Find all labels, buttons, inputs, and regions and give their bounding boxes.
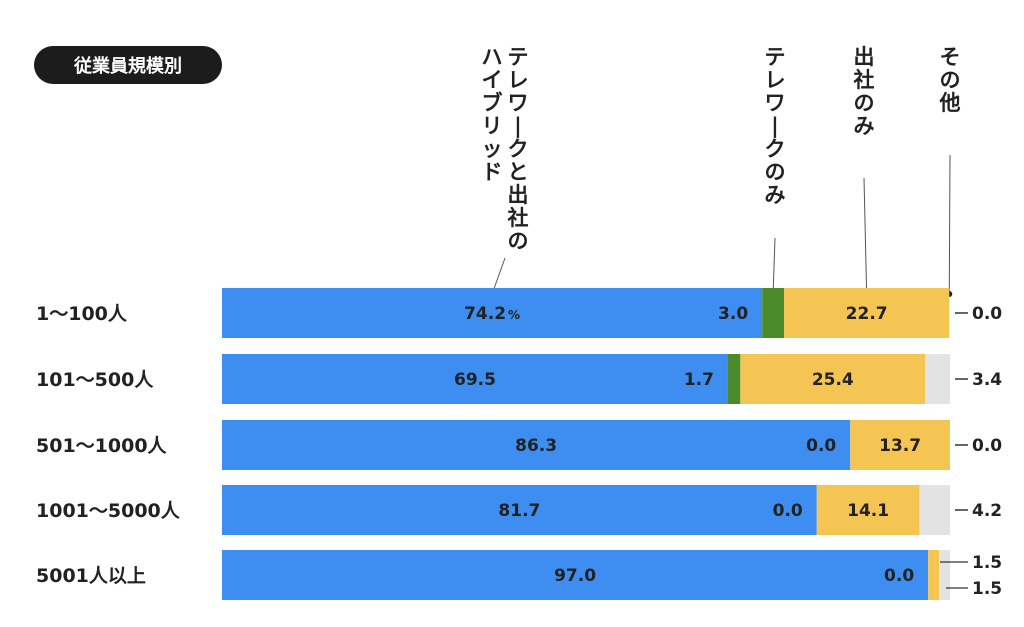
data-label: 22.7	[846, 304, 888, 324]
bar-segment	[222, 420, 851, 470]
bar-segment	[850, 420, 950, 470]
data-label: 0.0	[884, 566, 914, 586]
bar-segment	[816, 485, 920, 535]
bar-segment	[925, 354, 950, 404]
bar-segment	[222, 354, 728, 404]
series-label-char: み	[854, 114, 875, 138]
bars	[222, 288, 950, 600]
bar-segment	[784, 288, 950, 338]
series-label-char: |	[771, 114, 779, 139]
series-label-char: の	[508, 229, 529, 253]
bar-segment	[762, 288, 785, 338]
bar-segment	[928, 550, 940, 600]
data-label: 1.5	[972, 579, 1002, 599]
leader-line	[948, 154, 951, 295]
data-label: 81.7	[498, 501, 540, 521]
bar-segment	[939, 550, 950, 600]
leader-line	[772, 237, 776, 295]
leader-lines	[489, 154, 953, 297]
category-label: 5001人以上	[36, 565, 146, 587]
unit-suffix: %	[508, 308, 520, 322]
data-label: 25.4	[812, 370, 854, 390]
series-label-char: と	[508, 160, 529, 184]
series-label-char: ブ	[482, 91, 503, 115]
series-label-char: イ	[482, 68, 503, 92]
series-label-char: 出	[854, 45, 875, 69]
data-label: 4.2	[972, 501, 1002, 521]
series-label-char: テ	[508, 45, 529, 69]
data-label: 0.0	[972, 436, 1002, 456]
data-label: 1.5	[972, 553, 1002, 573]
category-labels: 1〜100人 101〜500人 501〜1000人 1001〜5000人 5001人以上	[36, 303, 181, 587]
series-label-char: そ	[940, 45, 961, 69]
series-label-char: の	[854, 91, 875, 115]
series-label-char: テ	[765, 45, 786, 69]
series-label-char: ク	[508, 137, 529, 161]
data-label: 97.0	[554, 566, 596, 586]
series-label-char: ド	[482, 160, 503, 184]
series-label-char: の	[940, 68, 961, 92]
series-label-char: リ	[482, 114, 503, 138]
category-label: 1001〜5000人	[36, 500, 181, 522]
series-label-char: 出	[508, 183, 529, 207]
bar-segment	[222, 485, 817, 535]
data-label: 86.3	[515, 436, 557, 456]
leader-line	[863, 177, 868, 295]
category-label: 501〜1000人	[36, 435, 168, 457]
bar-segment	[727, 354, 741, 404]
chart-title: 従業員規模別	[73, 55, 182, 77]
series-label-char: 社	[507, 206, 529, 230]
series-label-char: の	[765, 160, 786, 184]
data-label: 1.7	[684, 370, 714, 390]
data-label: 0.0	[972, 304, 1002, 324]
data-label: 3.0	[718, 304, 748, 324]
category-label: 1〜100人	[36, 303, 128, 325]
series-label-char: ワ	[765, 91, 786, 115]
series-label-char: ッ	[482, 137, 503, 161]
data-label: 14.1	[847, 501, 889, 521]
series-label-char: 他	[939, 91, 961, 115]
bar-segment	[222, 288, 763, 338]
bar-segment	[740, 354, 926, 404]
series-label-char: ク	[765, 137, 786, 161]
bar-segment	[222, 550, 929, 600]
series-label-char: み	[765, 183, 786, 207]
data-label: 13.7	[879, 436, 921, 456]
data-label: 3.4	[972, 370, 1002, 390]
series-label-char: |	[514, 114, 522, 139]
data-label: 69.5	[454, 370, 496, 390]
data-label: 0.0	[806, 436, 836, 456]
series-label-char: 社	[853, 68, 875, 92]
series-label-char: ワ	[508, 91, 529, 115]
series-label-char: レ	[508, 68, 529, 92]
series-label-char: ハ	[482, 45, 503, 69]
bar-segment	[919, 485, 950, 535]
data-label: 0.0	[773, 501, 803, 521]
series-label-char: レ	[765, 68, 786, 92]
category-label: 101〜500人	[36, 369, 154, 391]
title-badge: 従業員規模別	[34, 46, 222, 84]
